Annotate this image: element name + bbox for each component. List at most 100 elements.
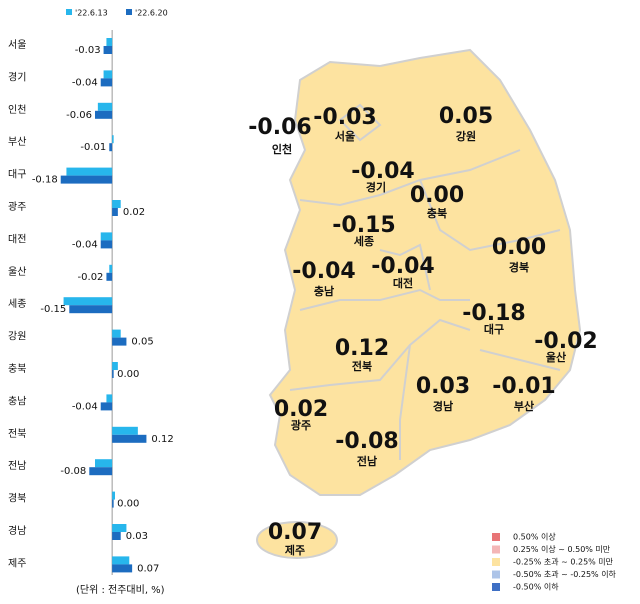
- bar: [106, 38, 113, 46]
- data-label: 0.03: [126, 531, 148, 542]
- map-value: -0.08: [335, 429, 398, 454]
- bar: [106, 394, 113, 403]
- bar: [103, 70, 113, 79]
- category-label: 충북: [8, 363, 26, 375]
- bar: [60, 175, 113, 184]
- map-legend-label: 0.25% 이상 ~ 0.50% 미만: [513, 544, 611, 554]
- bar: [112, 434, 147, 443]
- category-label: 경북: [8, 492, 26, 505]
- category-label: 전북: [8, 428, 26, 440]
- map-value: -0.04: [292, 259, 355, 284]
- legend-label: '22.6.13: [75, 9, 108, 18]
- data-label: -0.04: [72, 401, 98, 412]
- category-label: 경기: [8, 70, 26, 83]
- map-legend-swatch: [492, 545, 500, 554]
- category-label: 전남: [8, 460, 26, 472]
- data-label: -0.04: [72, 239, 98, 250]
- map-legend-swatch: [492, 570, 500, 579]
- data-label: 0.07: [137, 563, 159, 574]
- bar: [112, 532, 121, 540]
- bar: [97, 102, 113, 111]
- bar: [95, 110, 113, 119]
- category-label: 울산: [8, 266, 26, 278]
- map-region: 충북: [427, 206, 447, 220]
- map-region: 인천: [272, 142, 292, 156]
- data-label: -0.08: [60, 466, 86, 477]
- map-legend-label: -0.50% 초과 ~ -0.25% 이하: [513, 569, 617, 579]
- data-label: 0.00: [117, 369, 139, 380]
- map-region: 세종: [354, 234, 374, 248]
- bar: [112, 499, 114, 508]
- map-region: 충남: [314, 284, 334, 298]
- bar: [112, 556, 130, 565]
- data-label: -0.06: [66, 110, 92, 121]
- map-value: 0.00: [410, 183, 464, 208]
- map-legend-swatch: [492, 583, 500, 591]
- data-label: 0.02: [123, 207, 145, 218]
- map-region: 경남: [433, 399, 453, 413]
- map-value: -0.01: [492, 374, 555, 399]
- bar: [112, 426, 138, 435]
- bar: [89, 467, 113, 476]
- map-value: 0.07: [268, 520, 322, 545]
- data-label: -0.18: [32, 175, 58, 186]
- legend-swatch: [66, 9, 72, 15]
- category-label: 대전: [8, 233, 26, 245]
- map-value: 0.03: [416, 374, 470, 399]
- category-label: 경남: [8, 524, 26, 537]
- map-shapes: [256, 48, 582, 559]
- category-label: 광주: [8, 201, 26, 213]
- bar: [109, 264, 113, 273]
- map-value: -0.04: [351, 159, 414, 184]
- bar: [69, 305, 113, 314]
- data-label: 0.12: [151, 434, 173, 445]
- bar: [63, 297, 113, 306]
- map-value: -0.15: [332, 213, 395, 238]
- bar: [112, 337, 127, 346]
- bar: [112, 370, 114, 378]
- map-region: 광주: [291, 419, 311, 432]
- data-label: 0.00: [117, 499, 139, 510]
- bar: [112, 524, 127, 532]
- map-region: 서울: [335, 129, 355, 143]
- map-region: 전남: [357, 454, 377, 468]
- data-label: -0.15: [40, 304, 66, 315]
- bar: [100, 402, 113, 411]
- bar: [109, 143, 113, 152]
- category-label: 충남: [8, 395, 26, 407]
- bar: [100, 78, 113, 87]
- map-value: 0.05: [439, 104, 493, 129]
- legend-label: '22.6.20: [135, 9, 168, 18]
- map-value: 0.12: [335, 336, 389, 361]
- map-legend-label: 0.50% 이상: [513, 532, 556, 542]
- map-value: -0.18: [462, 301, 525, 326]
- map-value: -0.03: [313, 105, 376, 130]
- data-label: 0.05: [131, 337, 153, 348]
- map-legend-swatch: [492, 558, 500, 566]
- bar: [112, 564, 133, 573]
- map-region: 울산: [546, 350, 566, 364]
- bar: [66, 167, 113, 176]
- data-label: -0.01: [80, 142, 106, 153]
- unit-note: (단위 : 전주대비, %): [76, 583, 165, 596]
- category-label: 인천: [8, 104, 26, 116]
- category-label: 대구: [8, 169, 26, 181]
- category-label: 부산: [8, 136, 26, 148]
- bar: [112, 200, 121, 208]
- bar: [112, 362, 118, 370]
- data-label: -0.02: [78, 272, 104, 283]
- map-legend-label: -0.50% 이하: [513, 582, 559, 592]
- legend-swatch: [126, 9, 132, 15]
- map-region: 강원: [456, 129, 476, 143]
- map-value: 0.02: [274, 397, 328, 422]
- bar: [95, 459, 113, 468]
- data-label: -0.03: [75, 45, 101, 56]
- map-region: 대전: [393, 276, 413, 290]
- category-label: 서울: [8, 39, 26, 51]
- data-label: -0.04: [72, 77, 98, 88]
- map-region: 경북: [509, 260, 529, 274]
- map-region: 대구: [484, 322, 504, 336]
- bar: [100, 232, 113, 241]
- map-value: 0.00: [492, 235, 546, 260]
